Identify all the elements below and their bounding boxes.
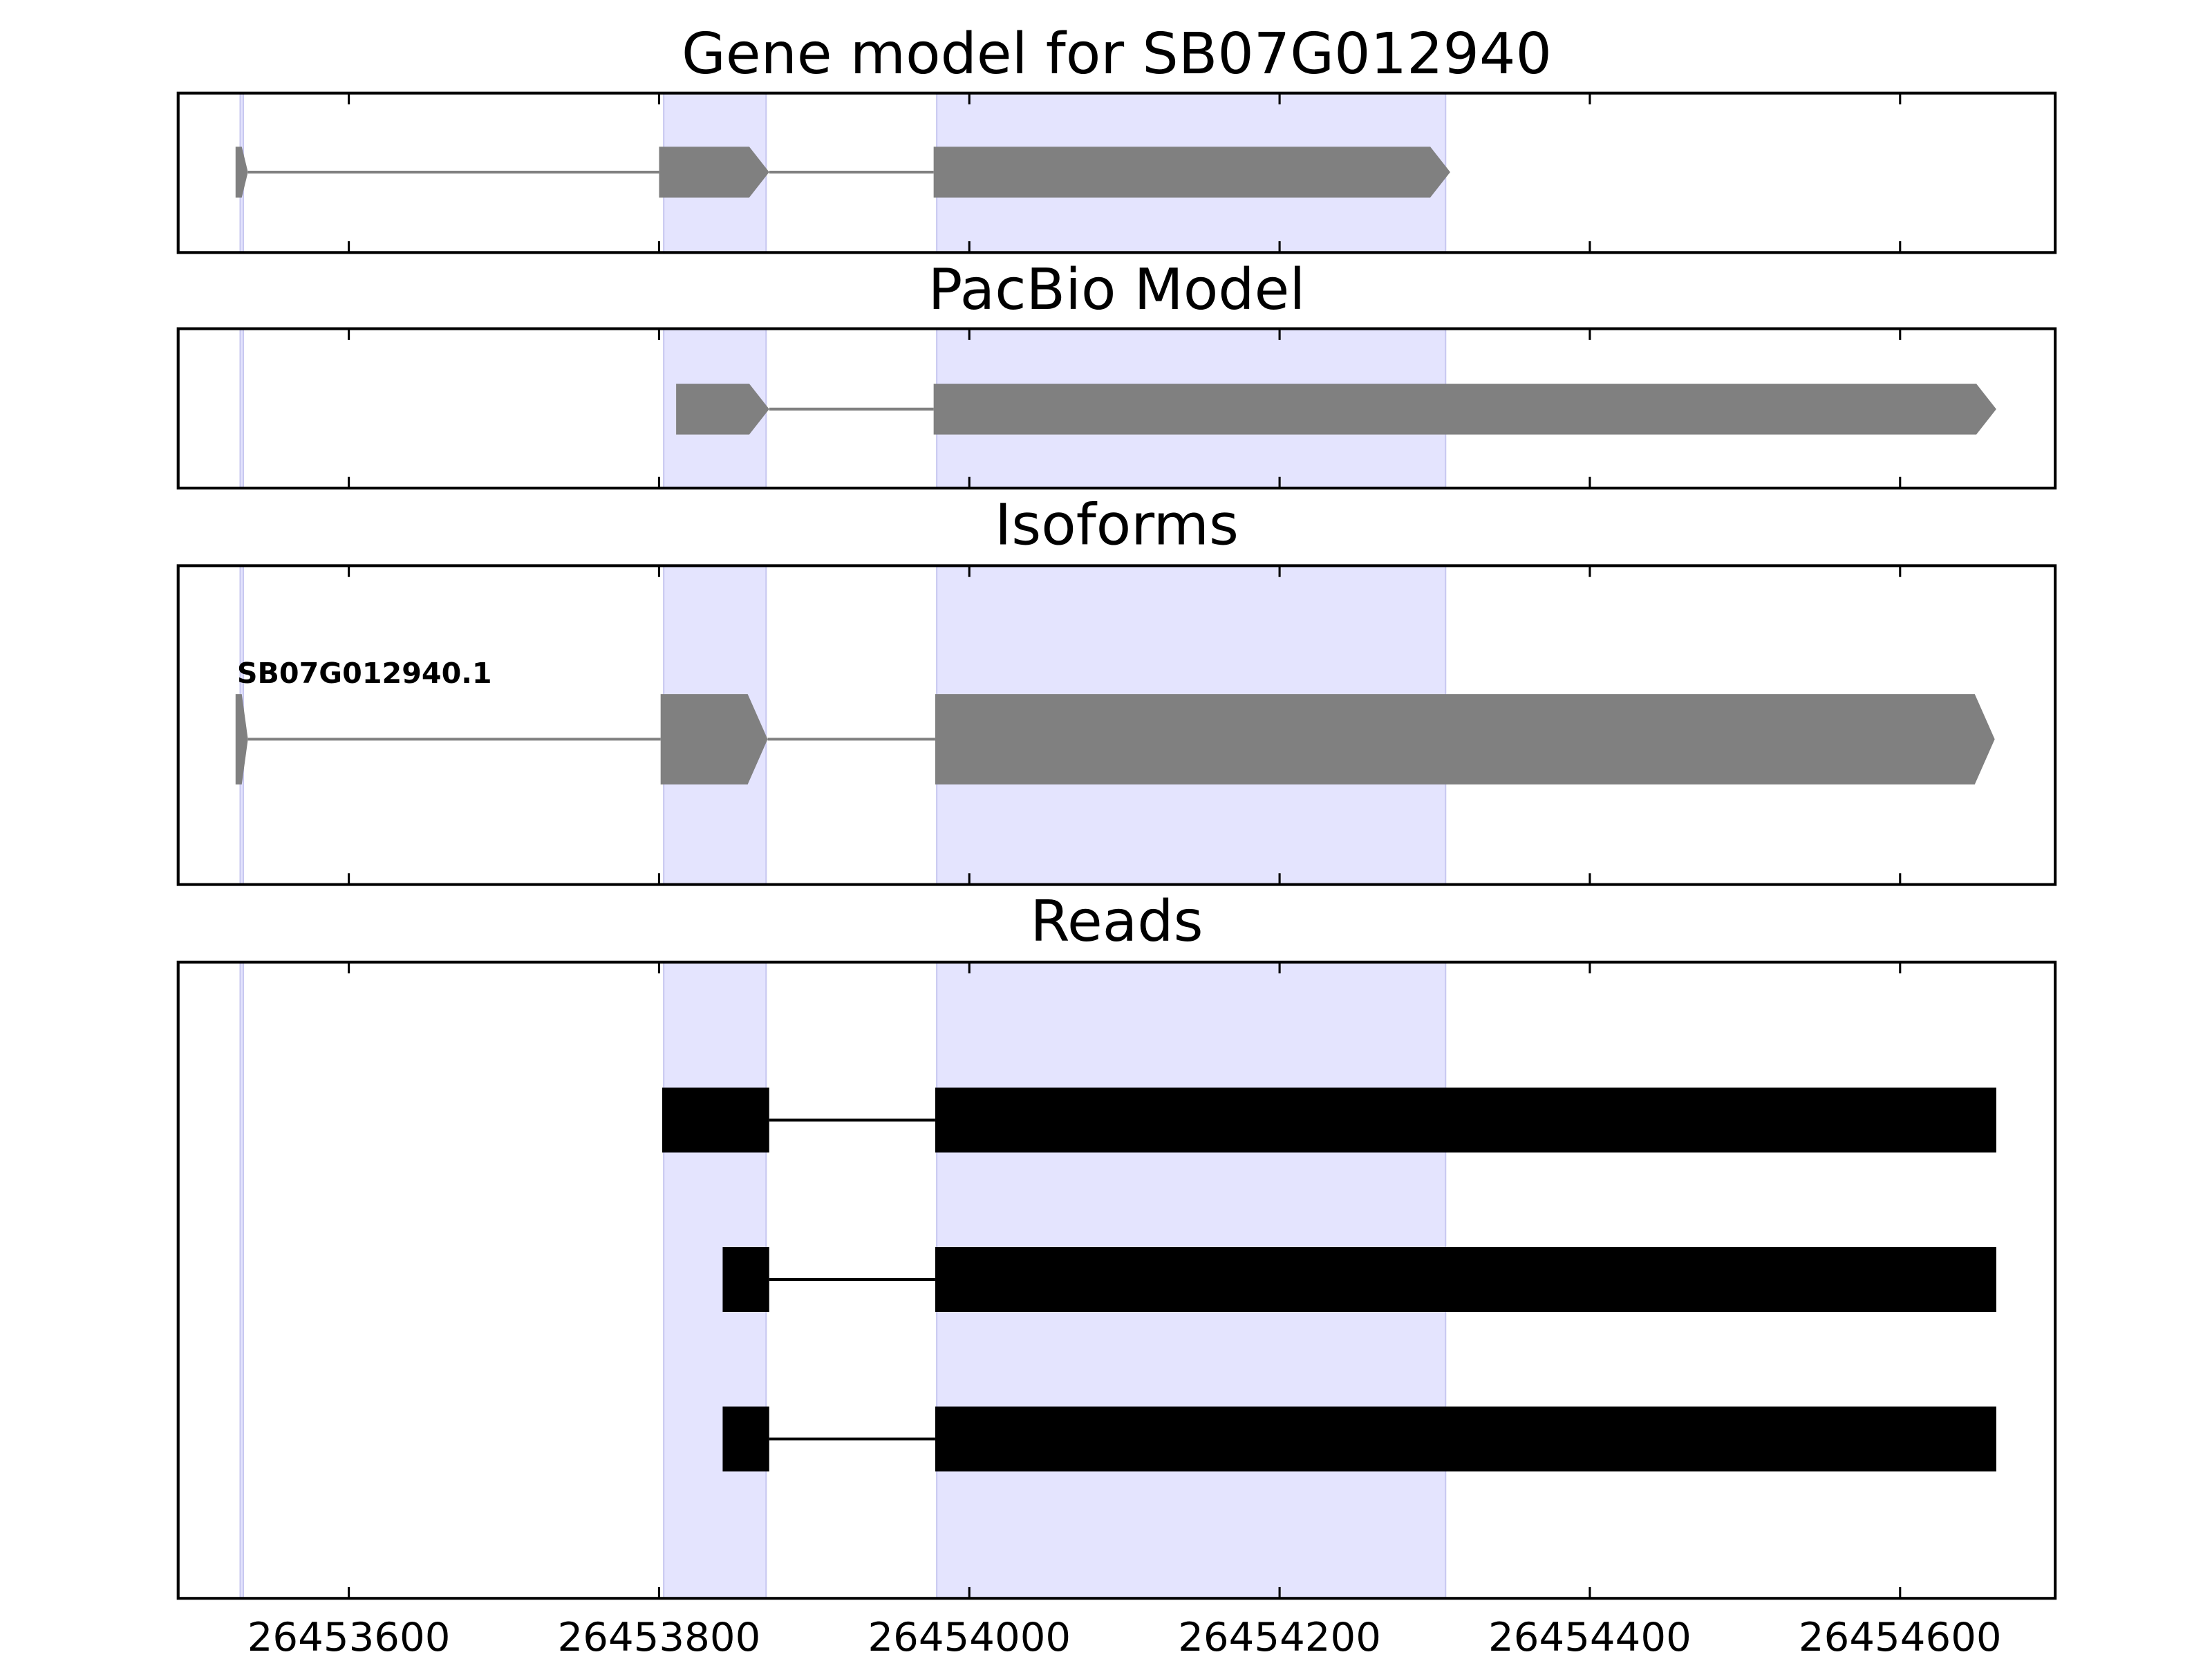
- exon: [722, 1406, 769, 1472]
- isoform-label: SB07G012940.1: [237, 657, 492, 690]
- x-tick-label: 26453800: [558, 1614, 761, 1659]
- panel-frame: [176, 327, 2057, 490]
- panel-title: Isoforms: [995, 493, 1239, 559]
- x-tick-label: 26454600: [1799, 1614, 2002, 1659]
- panel-frame: [176, 564, 2057, 886]
- exon: [935, 694, 1995, 785]
- panel-title: Gene model for SB07G012940: [682, 22, 1552, 88]
- exon: [935, 1247, 1996, 1312]
- x-tick-label: 26454200: [1178, 1614, 1381, 1659]
- exon: [722, 1247, 769, 1312]
- x-tick-label: 26453600: [247, 1614, 451, 1659]
- exon: [935, 1406, 1996, 1472]
- highlight-region: [239, 961, 245, 1600]
- panel-title: PacBio Model: [928, 257, 1306, 323]
- exon: [235, 147, 248, 198]
- highlight-region: [239, 328, 245, 489]
- exon: [933, 147, 1450, 198]
- exon: [676, 384, 769, 435]
- x-tick-label: 26454000: [868, 1614, 1071, 1659]
- exon: [235, 694, 248, 785]
- exon: [933, 384, 1996, 435]
- exon: [935, 1087, 1996, 1153]
- panel-title: Reads: [1030, 890, 1203, 955]
- panel-frame: [176, 960, 2057, 1600]
- exon: [662, 1087, 769, 1153]
- exon: [660, 694, 768, 785]
- x-tick-label: 26454400: [1488, 1614, 1691, 1659]
- panel-frame: [176, 91, 2057, 254]
- exon: [659, 147, 769, 198]
